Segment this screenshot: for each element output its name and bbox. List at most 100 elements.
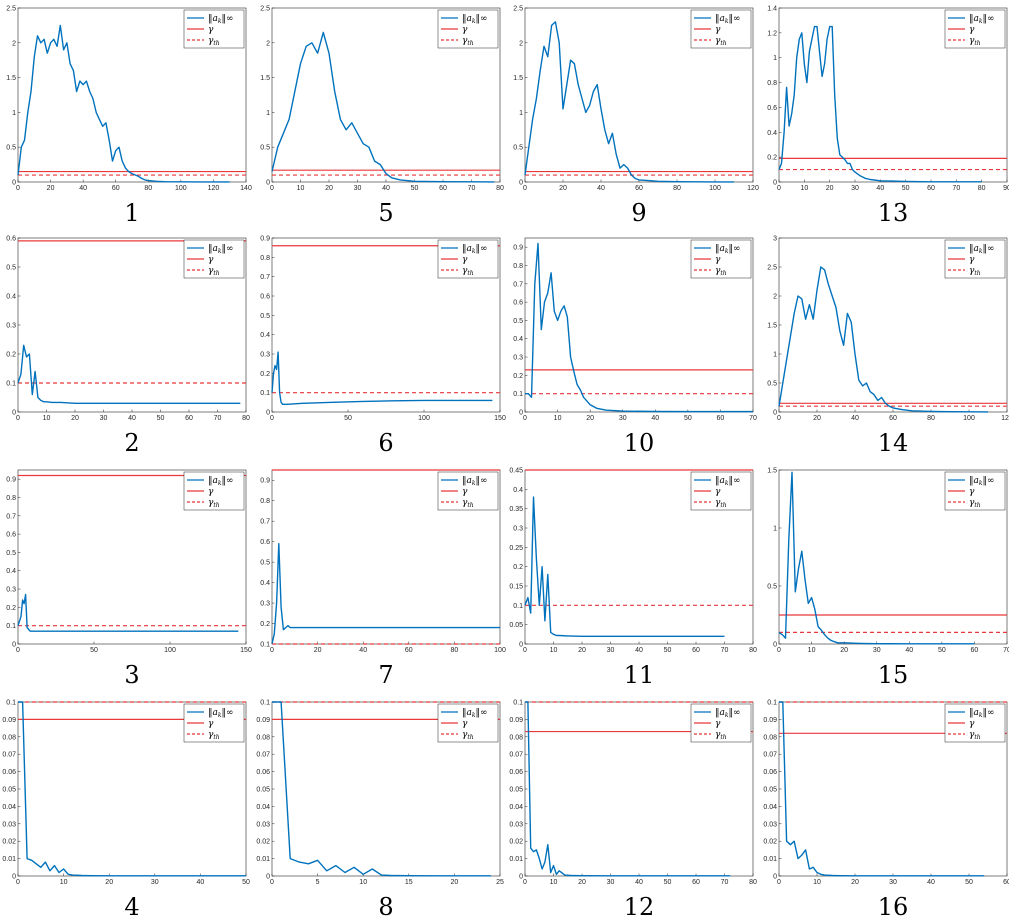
chart-svg-2: 0 10 20 30 40 50 60 70 80 0 0.1 0.2 0.3 0.4 0.5 0.6 ‖ak‖… <box>6 236 250 423</box>
x-tick-label: 40 <box>197 879 205 886</box>
y-tick-label: 0.1 <box>767 700 777 707</box>
y-tick-label: 0.6 <box>260 294 270 301</box>
y-tick-label: 0.5 <box>260 560 270 567</box>
x-tick-label: 40 <box>927 879 935 886</box>
y-tick-label: 0.4 <box>767 130 777 137</box>
legend-norm-label: ‖ak‖∞ <box>969 244 995 255</box>
norm-series-line <box>271 351 493 406</box>
y-tick-label: 2.5 <box>513 6 523 13</box>
legend-gamma-label: γ <box>715 719 721 729</box>
x-tick-label: 10 <box>359 879 367 886</box>
x-tick-label: 0 <box>523 647 527 654</box>
chart-svg-4: 0 10 20 30 40 50 0 0.01 0.02 0.03 0.04 0.05 0.06 0.07… <box>2 700 250 887</box>
x-tick-label: 60 <box>717 415 725 422</box>
x-tick-label: 120 <box>747 185 759 192</box>
y-tick-label: 0.06 <box>763 769 777 776</box>
chart-svg-3: 0 50 100 150 0 0.1 0.2 0.3 0.4 0.5 0.6 0.7 0.8 0.9 ‖ak… <box>6 469 252 654</box>
y-tick-label: 0.5 <box>6 265 16 272</box>
y-tick-label: 1 <box>519 110 523 117</box>
panel-caption: 10 <box>623 429 655 457</box>
chart-svg-7: 0 20 40 60 80 100 0.1 0.2 0.3 0.4 0.5 0.6 0.7 0.8 0.9 ‖… <box>260 469 506 654</box>
x-tick-label: 0 <box>16 185 20 192</box>
y-tick-label: 2 <box>773 294 777 301</box>
x-tick-label: 40 <box>79 185 87 192</box>
legend-norm-label: ‖ak‖∞ <box>462 708 488 719</box>
y-tick-label: 3 <box>773 236 777 243</box>
x-tick-label: 30 <box>151 879 159 886</box>
y-tick-label: 0.1 <box>513 603 523 610</box>
x-tick-label: 100 <box>494 647 506 654</box>
y-tick-label: 2.5 <box>767 265 777 272</box>
x-tick-label: 40 <box>597 185 605 192</box>
x-tick-label: 60 <box>1003 879 1009 886</box>
x-tick-label: 150 <box>494 415 506 422</box>
legend-norm-label: ‖ak‖∞ <box>715 244 741 255</box>
x-tick-label: 60 <box>405 647 413 654</box>
norm-series-line <box>779 701 985 877</box>
y-tick-label: 0 <box>266 180 270 187</box>
y-tick-label: 2 <box>12 40 16 47</box>
y-tick-label: 0.02 <box>2 839 16 846</box>
y-tick-label: 0.8 <box>260 255 270 262</box>
x-tick-label: 0 <box>523 185 527 192</box>
x-tick-label: 20 <box>451 879 459 886</box>
x-tick-label: 20 <box>314 647 322 654</box>
y-tick-label: 0.4 <box>6 294 16 301</box>
panel-caption: 16 <box>877 893 909 921</box>
x-tick-label: 50 <box>664 879 672 886</box>
y-tick-label: 0.5 <box>767 584 777 591</box>
x-tick-label: 140 <box>240 185 252 192</box>
x-tick-label: 20 <box>813 415 821 422</box>
y-tick-label: 0.4 <box>260 332 270 339</box>
y-tick-label: 0.2 <box>260 621 270 628</box>
y-tick-label: 0.02 <box>256 839 270 846</box>
x-tick-label: 10 <box>813 879 821 886</box>
x-tick-label: 20 <box>578 647 586 654</box>
legend-gamma-th-label: γth <box>969 36 981 47</box>
x-tick-label: 10 <box>43 415 51 422</box>
y-tick-label: 0.9 <box>260 478 270 485</box>
y-tick-label: 0.03 <box>509 821 523 828</box>
legend-gamma-label: γ <box>462 719 468 729</box>
x-tick-label: 40 <box>382 185 390 192</box>
panel-caption: 6 <box>378 429 394 457</box>
x-tick-label: 30 <box>619 415 627 422</box>
y-tick-label: 0.1 <box>260 700 270 707</box>
chart-svg-13: 0 10 20 30 40 50 60 70 80 90 0 0.2 0.4 0.6 0.8 1 1.2 1.4 ‖… <box>767 6 1009 193</box>
legend-norm-label: ‖ak‖∞ <box>208 476 234 487</box>
x-tick-label: 70 <box>952 185 960 192</box>
legend-norm-label: ‖ak‖∞ <box>462 476 488 487</box>
y-tick-label: 0.05 <box>2 787 16 794</box>
y-tick-label: 0.45 <box>509 468 523 475</box>
y-tick-label: 0.1 <box>260 642 270 649</box>
x-tick-label: 80 <box>673 185 681 192</box>
y-tick-label: 0.4 <box>6 568 16 575</box>
panel-caption: 1 <box>124 199 140 227</box>
x-tick-label: 50 <box>965 879 973 886</box>
chart-svg-12: 0 10 20 30 40 50 60 70 80 0 0.01 0.02 0.03 0.04 0.05 0.… <box>509 700 757 887</box>
legend-gamma-th-label: γth <box>715 498 727 509</box>
y-tick-label: 0.15 <box>509 584 523 591</box>
y-tick-label: 0.1 <box>6 623 16 630</box>
y-tick-label: 0 <box>773 180 777 187</box>
legend-gamma-label: γ <box>462 255 468 265</box>
y-tick-label: 1.5 <box>767 468 777 475</box>
chart-svg-11: 0 10 20 30 40 50 60 70 80 0 0.05 0.1 0.15 0.2 0.25 0.3 0… <box>509 468 757 655</box>
x-tick-label: 50 <box>90 647 98 654</box>
y-tick-label: 1.4 <box>767 6 777 13</box>
y-tick-label: 0.02 <box>509 839 523 846</box>
x-tick-label: 10 <box>60 879 68 886</box>
norm-series-line <box>778 471 975 645</box>
y-tick-label: 0.7 <box>6 513 16 520</box>
x-tick-label: 60 <box>185 415 193 422</box>
y-tick-label: 0.06 <box>2 769 16 776</box>
legend-gamma-th-label: γth <box>969 730 981 741</box>
x-tick-label: 15 <box>405 879 413 886</box>
x-tick-label: 50 <box>344 415 352 422</box>
x-tick-label: 80 <box>749 647 757 654</box>
